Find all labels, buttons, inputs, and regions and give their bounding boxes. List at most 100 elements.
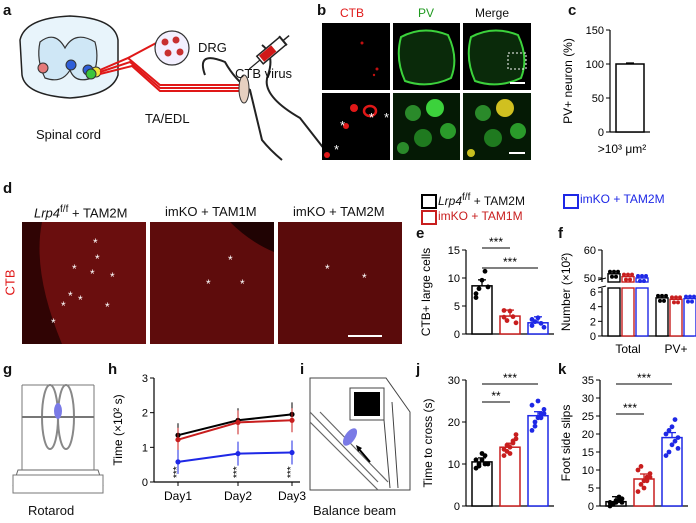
bar-lower [607,287,621,337]
panel-f-label: f [558,225,563,242]
significance-label: *** [172,466,183,478]
y-tick-label: 5 [588,483,594,495]
data-point [613,498,619,503]
data-point [175,437,181,443]
data-point [541,411,547,416]
data-point [640,274,644,278]
y-tick-label: 15 [582,447,594,459]
y-tick-label: 1 [142,442,148,454]
data-point [658,298,662,303]
legend-label-tam1m: imKO + TAM1M [438,209,523,223]
data-point [664,293,668,298]
y-tick-label: 0 [590,331,596,343]
d-col3-title: imKO + TAM2M [293,204,385,219]
y-tick-label: 20 [448,417,460,429]
data-point [532,419,538,425]
y-tick-label: 0 [588,501,594,513]
rotarod-drawing [12,384,104,494]
significance-label: *** [489,235,503,249]
data-point [630,272,634,277]
significance-label: *** [503,371,517,385]
y-tick-label: 4 [590,302,596,314]
balance-beam-drawing [309,377,411,491]
data-point [692,294,696,299]
b-star-2: * [369,110,375,125]
data-point [476,286,482,292]
x-tick-label: Day2 [224,489,252,503]
legend-label-tam2m: imKO + TAM2M [580,192,665,206]
y-tick-label: 100 [586,59,604,71]
panel-d-label: d [3,180,13,197]
data-point [513,432,519,437]
y-axis-label: PV+ neuron (%) [561,38,575,124]
data-point [501,453,507,458]
data-point [479,457,485,463]
data-point [507,308,513,314]
x-tick-label: Day3 [278,489,306,503]
y-tick-label: 0 [454,329,460,341]
data-point [628,277,632,282]
x-tick-label: PV+ [664,342,687,356]
data-point [672,300,676,305]
data-point [638,464,644,469]
data-point [529,428,535,433]
data-point [529,317,535,322]
data-point [482,461,488,467]
legend-swatch-control [421,194,437,209]
axis-break [597,285,607,289]
bar-lower [635,287,649,337]
y-tick-label: 6 [590,287,596,299]
data-point [622,272,626,277]
significance-label: *** [232,466,243,478]
data-point [538,415,544,421]
data-point [175,459,181,465]
bar-upper [635,277,649,283]
data-point [666,449,672,455]
data-point [666,428,672,433]
ctb-virus-label: CTB virus [235,66,293,81]
legend-label-control: Lrp4f/f + TAM2M [438,192,525,208]
data-point [510,314,516,320]
panel-h-label: h [108,361,118,378]
series-line [177,413,293,437]
panel-a-label: a [3,2,12,19]
d-star: * [90,267,95,281]
data-point [660,293,664,298]
data-point [644,478,650,484]
data-point [235,450,241,457]
data-point [642,279,646,283]
d-micrograph-tam2m [278,222,402,344]
b-header-merge: Merge [475,6,510,20]
bar [615,63,645,133]
rotarod-caption: Rotarod [28,503,75,518]
legend-swatch-tam1m [421,210,437,225]
data-point [638,279,642,283]
b-micrograph-ctb-high [322,93,390,160]
data-point [672,438,678,444]
y-axis-label: Time (×10² s) [111,394,125,465]
d-star: * [362,271,367,285]
y-tick-label: 60 [584,245,596,257]
data-point [485,284,491,290]
b-header-pv: PV [418,6,435,20]
data-point [616,269,620,274]
d-star: * [110,270,115,284]
y-tick-label: 10 [448,459,460,471]
b-star-1: * [340,118,346,133]
data-point [289,449,295,456]
data-point [504,442,510,448]
data-point [662,298,666,303]
bar [655,297,669,337]
data-point [504,318,510,323]
data-point [676,300,680,305]
data-point [675,446,681,451]
panel-a-schematic [19,15,326,161]
y-tick-label: 50 [584,273,596,285]
panel-g-label: g [3,361,13,378]
d-star: * [105,300,110,314]
data-point [647,474,653,480]
data-point [647,471,653,476]
data-point [473,295,479,300]
spinal-cord-label: Spinal cord [36,127,102,142]
panel-i-label: i [300,361,305,378]
